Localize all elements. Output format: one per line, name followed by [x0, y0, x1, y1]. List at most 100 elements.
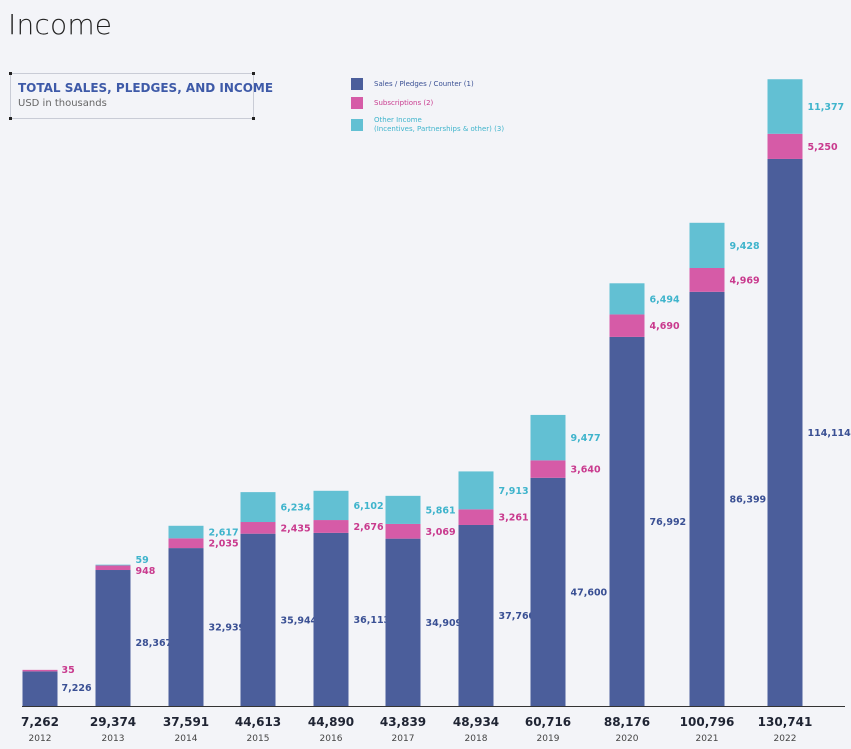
bar-segment-subscriptions: [240, 522, 276, 534]
bar-segment-sales: [385, 538, 421, 706]
total-label: 100,796: [680, 715, 735, 729]
total-label: 44,890: [308, 715, 354, 729]
legend-label: Sales / Pledges / Counter (1): [374, 80, 474, 88]
data-label-sales: 36,113: [354, 615, 391, 626]
bar-segment-sales: [689, 291, 725, 706]
x-tick-label: 2022: [774, 734, 797, 744]
data-label-other: 59: [136, 555, 149, 566]
data-label-other: 6,494: [650, 294, 680, 305]
data-label-other: 7,913: [499, 486, 529, 497]
x-tick-label: 2017: [392, 734, 415, 744]
corner-mark: [9, 117, 12, 120]
bar-segment-sales: [530, 477, 566, 706]
bar-segment-other: [530, 414, 566, 461]
page-title: Income: [8, 8, 113, 41]
data-label-other: 6,102: [354, 501, 384, 512]
x-tick-label: 2018: [465, 734, 488, 744]
bar-segment-subscriptions: [168, 538, 204, 549]
legend-label-line: (Incentives, Partnerships & other) (3): [374, 125, 504, 133]
data-label-other: 6,234: [281, 503, 311, 514]
total-label: 130,741: [758, 715, 813, 729]
chart-subtitle: USD in thousands: [18, 98, 107, 109]
bar-segment-subscriptions: [689, 267, 725, 292]
bar-segment-sales: [95, 570, 131, 706]
total-label: 88,176: [604, 715, 650, 729]
legend-label: Other Income (Incentives, Partnerships & …: [374, 116, 504, 133]
bar-segment-other: [385, 495, 421, 524]
total-label: 7,262: [21, 715, 59, 729]
bar-segment-other: [458, 471, 494, 510]
data-label-subscriptions: 2,035: [209, 539, 239, 550]
bar-segment-sales: [240, 533, 276, 706]
corner-mark: [252, 117, 255, 120]
data-label-other: 9,428: [730, 241, 760, 252]
legend-swatch: [351, 78, 363, 90]
legend-label-line: Sales / Pledges / Counter (1): [374, 80, 474, 88]
data-label-subscriptions: 3,640: [571, 465, 601, 476]
data-label-sales: 28,367: [136, 638, 173, 649]
data-label-subscriptions: 4,969: [730, 275, 760, 286]
data-label-sales: 37,760: [499, 611, 536, 622]
bar-segment-other: [609, 283, 645, 315]
bar-segment-sales: [767, 158, 803, 706]
data-label-sales: 32,939: [209, 623, 246, 634]
legend-swatch: [351, 97, 363, 109]
data-label-subscriptions: 948: [136, 566, 156, 577]
x-tick-label: 2019: [537, 734, 560, 744]
legend-label-line: Subscriptions (2): [374, 99, 434, 107]
data-label-sales: 34,909: [426, 618, 463, 629]
bar-segment-other: [767, 79, 803, 134]
data-label-sales: 114,114: [808, 428, 851, 439]
data-label-sales: 7,226: [62, 683, 92, 694]
data-label-sales: 76,992: [650, 517, 687, 528]
data-label-subscriptions: 2,435: [281, 523, 311, 534]
x-tick-label: 2012: [29, 734, 52, 744]
bar-segment-sales: [22, 671, 58, 706]
chart-title-box: TOTAL SALES, PLEDGES, AND INCOME USD in …: [9, 72, 273, 120]
bar-segment-subscriptions: [95, 565, 131, 571]
bar-segment-subscriptions: [530, 460, 566, 478]
total-label: 43,839: [380, 715, 426, 729]
data-label-subscriptions: 3,069: [426, 527, 456, 538]
data-label-subscriptions: 2,676: [354, 522, 384, 533]
bar-segment-sales: [313, 532, 349, 706]
data-label-subscriptions: 5,250: [808, 142, 838, 153]
bar-segment-other: [240, 492, 276, 523]
total-label: 44,613: [235, 715, 281, 729]
data-label-subscriptions: 4,690: [650, 321, 680, 332]
bar-segment-sales: [458, 524, 494, 706]
data-label-sales: 35,944: [281, 615, 318, 626]
total-label: 60,716: [525, 715, 571, 729]
total-label: 37,591: [163, 715, 209, 729]
data-label-other: 11,377: [808, 102, 845, 113]
data-label-sales: 47,600: [571, 587, 608, 598]
data-label-subscriptions: 3,261: [499, 513, 529, 524]
total-label: 48,934: [453, 715, 499, 729]
bar-segment-subscriptions: [385, 523, 421, 539]
x-tick-label: 2013: [102, 734, 125, 744]
bar-segment-sales: [168, 548, 204, 706]
x-tick-label: 2020: [616, 734, 639, 744]
bar-segment-subscriptions: [22, 669, 58, 672]
legend-label-line: Other Income: [374, 116, 422, 124]
bar-segment-subscriptions: [609, 314, 645, 337]
data-label-other: 9,477: [571, 433, 601, 444]
bar-segment-subscriptions: [458, 509, 494, 525]
legend-swatch: [351, 119, 363, 131]
bar-segment-other: [689, 222, 725, 268]
bar-segment-sales: [609, 336, 645, 706]
x-tick-label: 2016: [320, 734, 343, 744]
x-tick-label: 2015: [247, 734, 270, 744]
corner-mark: [252, 72, 255, 75]
bar-segment-other: [168, 525, 204, 539]
total-label: 29,374: [90, 715, 136, 729]
legend-label: Subscriptions (2): [374, 99, 434, 107]
data-label-other: 2,617: [209, 528, 239, 539]
data-label-other: 5,861: [426, 505, 456, 516]
bar-segment-other: [95, 564, 131, 566]
bar-segment-subscriptions: [313, 520, 349, 533]
bar-segment-subscriptions: [767, 133, 803, 159]
corner-mark: [9, 72, 12, 75]
bar-segment-other: [313, 490, 349, 521]
